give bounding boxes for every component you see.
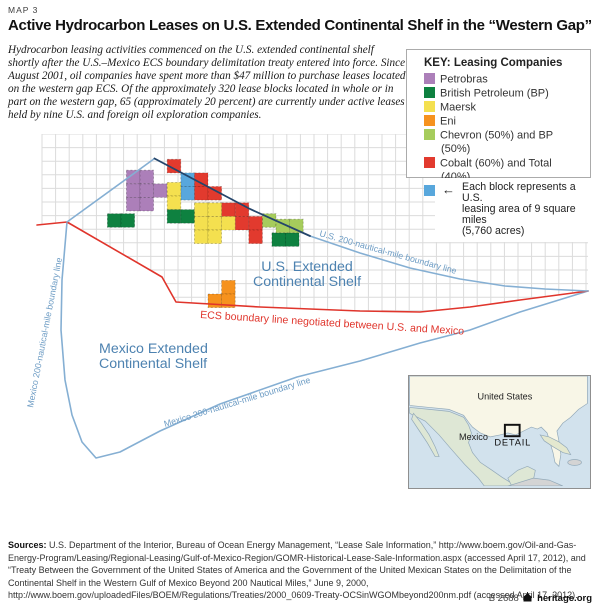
- legend-item: Petrobras: [424, 73, 582, 87]
- inset-us-landmass: [409, 376, 588, 468]
- site-link[interactable]: heritage.org: [537, 593, 592, 604]
- block-size-note-text: Each block represents a U.S. leasing are…: [462, 181, 576, 237]
- lease-block: [248, 229, 263, 245]
- lease-block: [166, 158, 182, 174]
- lease-block: [193, 186, 209, 201]
- lease-block: [193, 215, 209, 231]
- document-id: B 2688: [488, 593, 519, 604]
- lease-block: [207, 229, 223, 245]
- left-arrow-icon: ←: [442, 182, 455, 197]
- us-shelf-label-line1: U.S. Extended: [261, 259, 353, 275]
- lease-block: [139, 183, 155, 198]
- legend-item-label: Eni: [440, 115, 456, 128]
- lease-block: [139, 196, 155, 212]
- legend-swatch-3: [424, 115, 435, 127]
- lease-block: [207, 202, 223, 217]
- us-200nm-boundary-line-east: [309, 235, 589, 292]
- sources-text: U.S. Department of the Interior, Bureau …: [8, 540, 586, 601]
- lease-block: [180, 172, 195, 187]
- mexico-200nm-boundary-line: [60, 221, 589, 459]
- page-title: Active Hydrocarbon Leases on U.S. Extend…: [8, 17, 592, 34]
- lease-block: [207, 293, 223, 309]
- inset-label-united-states: United States: [477, 392, 532, 402]
- legend-swatch-4: [424, 129, 435, 141]
- lease-block: [180, 209, 195, 224]
- inset-baja-peninsula: [411, 412, 440, 457]
- lease-block: [126, 183, 141, 198]
- lease-block: [166, 195, 182, 211]
- legend-item-label: Chevron (50%) and BP (50%): [440, 129, 553, 156]
- mexico-shelf-label-line2: Continental Shelf: [99, 356, 207, 372]
- legend-swatch-5: [424, 157, 435, 169]
- legend-item: Maersk: [424, 101, 582, 115]
- legend-item-label: British Petroleum (BP): [440, 87, 549, 100]
- lease-block: [139, 169, 155, 185]
- lease-block: [207, 215, 223, 231]
- lease-block: [126, 196, 141, 212]
- lease-block: [234, 215, 250, 231]
- lease-block: [193, 202, 209, 217]
- lease-block: [180, 186, 195, 201]
- legend-item: British Petroleum (BP): [424, 87, 582, 101]
- lease-block: [221, 215, 236, 231]
- inset-locator-map: United States Mexico DETAIL: [408, 375, 591, 489]
- inset-mexico-landmass: [409, 407, 515, 486]
- us-200nm-boundary-line-west: [66, 157, 156, 223]
- lease-block: [221, 279, 236, 295]
- sources-label: Sources:: [8, 540, 47, 550]
- lease-block: [248, 215, 263, 231]
- lease-block: [193, 229, 209, 245]
- lease-block: [153, 183, 168, 198]
- mexico-200nm-line-label-left: Mexico 200-nautical-mile boundary line: [25, 257, 64, 409]
- legend-swatch-0: [424, 73, 435, 84]
- legend-item-label: Maersk: [440, 101, 477, 114]
- footer: B 2688 heritage.org: [8, 592, 592, 604]
- legend-title: KEY: Leasing Companies: [424, 57, 563, 69]
- mexico-shelf-label-line1: Mexico Extended: [99, 341, 208, 357]
- ecs-line-label: ECS boundary line negotiated between U.S…: [200, 309, 465, 338]
- lease-block: [107, 213, 122, 228]
- lease-block: [166, 181, 182, 197]
- lease-block: [193, 172, 209, 187]
- inset-label-detail: DETAIL: [494, 438, 531, 448]
- inset-label-mexico: Mexico: [459, 432, 488, 442]
- inset-detail-rect: [503, 423, 521, 438]
- legend-swatch-6: [424, 184, 435, 196]
- heritage-logo-icon: [523, 592, 532, 602]
- lease-block: [271, 232, 286, 247]
- legend-swatch-1: [424, 87, 435, 99]
- legend-item: Eni: [424, 115, 582, 129]
- lease-block: [221, 202, 236, 217]
- us-shelf-label-line2: Continental Shelf: [253, 274, 361, 290]
- lease-block: [289, 218, 304, 234]
- sources-note: Sources: U.S. Department of the Interior…: [8, 539, 593, 602]
- legend-item-label: Petrobras: [440, 73, 488, 86]
- intro-paragraph: Hydrocarbon leasing activities commenced…: [8, 44, 406, 122]
- us-200nm-boundary-line-over-blocks: [153, 157, 311, 237]
- lease-block: [166, 209, 182, 224]
- block-size-note: ← Each block represents a U.S. leasing a…: [435, 178, 592, 242]
- legend-box: KEY: Leasing Companies Petrobras British …: [406, 49, 591, 224]
- inset-island: [567, 459, 582, 466]
- lease-block: [120, 213, 136, 228]
- lease-block: [285, 232, 300, 247]
- inset-central-america: [507, 477, 563, 486]
- legend-item: Chevron (50%) and BP (50%): [424, 129, 582, 157]
- inset-cuba: [539, 434, 572, 456]
- mexico-200nm-line-label-bottom: Mexico 200-nautical-mile boundary line: [163, 375, 312, 429]
- legend-swatch-2: [424, 101, 435, 113]
- ecs-boundary-line: [36, 221, 589, 313]
- map-number: MAP 3: [8, 5, 39, 15]
